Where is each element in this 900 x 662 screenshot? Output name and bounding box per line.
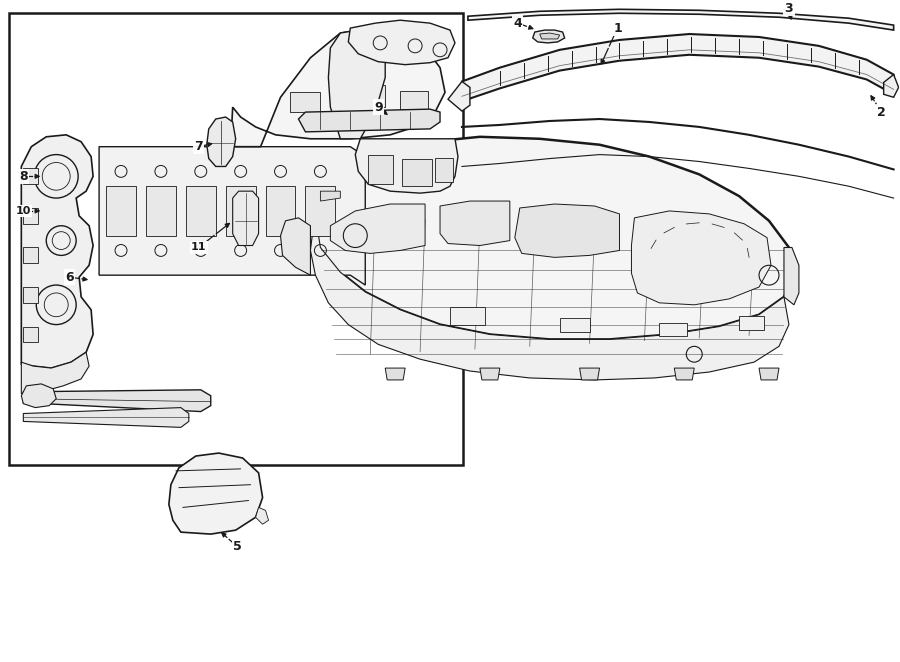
Polygon shape [533, 30, 564, 43]
Bar [23, 326, 39, 342]
Text: 8: 8 [19, 170, 28, 183]
Polygon shape [281, 218, 310, 275]
Polygon shape [330, 204, 425, 254]
Polygon shape [348, 20, 455, 65]
Bar [305, 186, 336, 236]
Text: 5: 5 [233, 540, 242, 553]
Polygon shape [299, 109, 440, 132]
Text: 7: 7 [194, 140, 203, 153]
Bar [291, 92, 320, 112]
Bar [435, 158, 453, 182]
Bar [23, 248, 39, 263]
Polygon shape [674, 368, 694, 380]
Bar [106, 186, 136, 236]
Polygon shape [22, 352, 89, 394]
Bar [23, 287, 39, 303]
Polygon shape [315, 137, 794, 340]
Polygon shape [256, 507, 268, 524]
Text: 1: 1 [613, 22, 622, 34]
Polygon shape [169, 453, 263, 534]
Polygon shape [22, 384, 56, 408]
Polygon shape [540, 33, 560, 39]
Text: 2: 2 [878, 106, 886, 118]
Bar [402, 158, 432, 186]
Polygon shape [310, 216, 789, 380]
Polygon shape [328, 28, 385, 139]
Polygon shape [462, 34, 894, 101]
Polygon shape [759, 368, 779, 380]
Bar [9, 13, 463, 465]
Text: 4: 4 [513, 17, 522, 30]
Bar [23, 168, 39, 184]
Bar [560, 318, 590, 332]
Polygon shape [480, 368, 500, 380]
Bar [226, 186, 256, 236]
Polygon shape [632, 211, 771, 305]
Text: 9: 9 [374, 101, 382, 114]
Bar [23, 208, 39, 224]
Polygon shape [22, 135, 93, 368]
Polygon shape [99, 147, 365, 285]
Bar [185, 186, 216, 236]
Bar [350, 85, 385, 107]
Text: 6: 6 [65, 271, 74, 283]
Bar [368, 155, 393, 184]
Polygon shape [356, 139, 458, 193]
Polygon shape [580, 368, 599, 380]
Text: 11: 11 [191, 242, 206, 252]
Polygon shape [23, 390, 211, 412]
Text: 3: 3 [785, 2, 793, 15]
Polygon shape [515, 204, 619, 258]
Bar [400, 91, 428, 109]
Polygon shape [23, 408, 189, 428]
Bar [660, 322, 688, 336]
Polygon shape [207, 117, 236, 166]
Polygon shape [385, 368, 405, 380]
Polygon shape [233, 191, 258, 246]
Polygon shape [440, 201, 509, 246]
Bar [450, 307, 485, 324]
Polygon shape [230, 28, 445, 147]
Polygon shape [448, 81, 470, 111]
Bar [146, 186, 176, 236]
Polygon shape [784, 248, 799, 305]
Bar [266, 186, 295, 236]
Polygon shape [320, 191, 340, 201]
Text: 10: 10 [15, 206, 31, 216]
Polygon shape [884, 75, 898, 97]
Bar [739, 316, 764, 330]
Polygon shape [468, 9, 894, 30]
